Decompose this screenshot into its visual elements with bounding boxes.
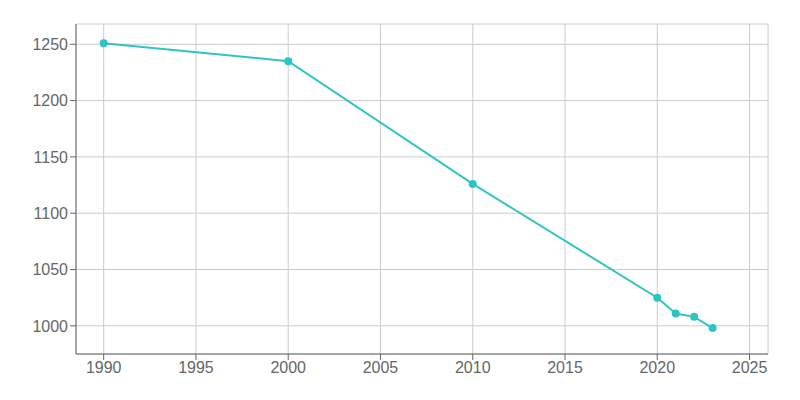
svg-text:1000: 1000: [32, 318, 68, 335]
svg-text:2025: 2025: [732, 359, 768, 376]
svg-text:1995: 1995: [178, 359, 214, 376]
svg-text:2015: 2015: [547, 359, 583, 376]
svg-text:2000: 2000: [270, 359, 306, 376]
svg-text:1990: 1990: [86, 359, 122, 376]
svg-text:2010: 2010: [455, 359, 491, 376]
svg-text:1100: 1100: [34, 205, 69, 222]
svg-text:2005: 2005: [363, 359, 399, 376]
svg-text:1200: 1200: [32, 92, 68, 109]
svg-text:2020: 2020: [639, 359, 675, 376]
svg-text:1150: 1150: [34, 149, 69, 166]
svg-text:1250: 1250: [32, 36, 68, 53]
svg-text:1050: 1050: [32, 261, 68, 278]
